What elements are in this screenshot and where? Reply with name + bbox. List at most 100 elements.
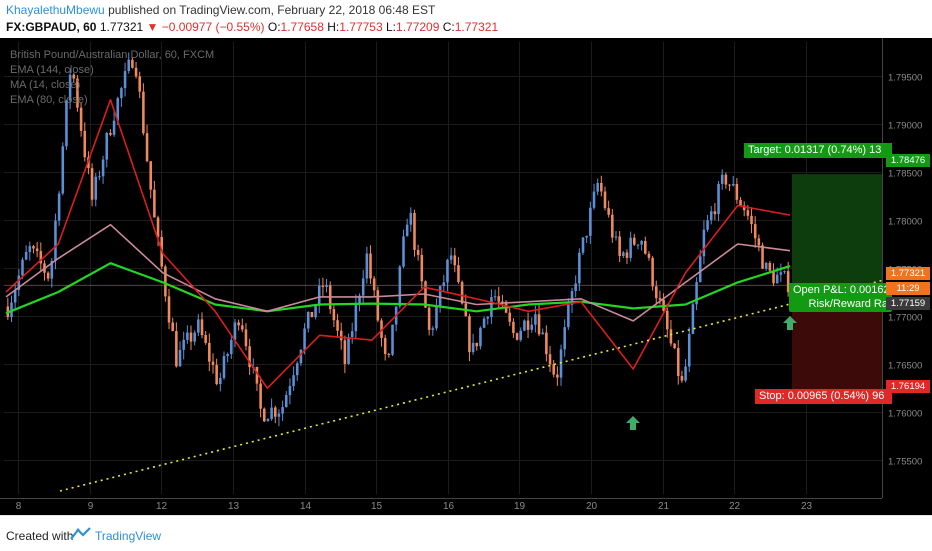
x-tick-label: 12 [156,501,168,512]
candle-body [200,319,204,336]
candle-body [706,220,709,230]
x-tick-label: 22 [729,501,741,512]
tradingview-brand-link[interactable]: TradingView [95,529,162,543]
author-link[interactable]: KhayalethuMbewu [6,3,105,17]
legend-ema144[interactable]: EMA (144, close) [10,64,94,76]
candle-body [589,207,592,236]
candle-body [332,309,336,321]
candle-body [673,343,676,349]
candle-body [512,321,515,334]
candle-body [153,189,156,218]
candle-body [24,251,28,260]
high-label: H: [327,20,340,34]
candle-body [761,245,764,269]
x-tick-label: 19 [514,501,526,512]
candle-body [336,320,339,331]
candle-body [354,303,358,332]
candle-body [772,270,775,284]
candle-body [383,338,387,354]
ema-144-line [5,262,791,315]
legend-ema80[interactable]: EMA (80, close) [10,94,88,106]
candle-body [186,332,189,340]
candle-body [189,332,193,342]
candle-body [742,205,746,211]
created-with-text: Created with [6,529,74,543]
candle-body [101,159,105,177]
candle-body [79,107,83,131]
candle-body [204,335,207,343]
buy-arrow-icon [626,416,640,430]
candle-body [50,260,54,279]
candle-body [391,324,394,355]
candle-body [369,253,372,279]
x-tick-label: 8 [16,501,22,512]
candle-body [592,191,596,208]
candle-body [222,356,226,379]
candle-body [508,312,512,322]
candle-body [230,339,233,355]
candle-body [570,291,574,305]
y-tick-label: 1.76500 [888,361,922,372]
pnl-text: Open P&L: 0.00162 [793,284,890,296]
candle-body [149,161,152,190]
candle-body [171,322,174,332]
close-label: C: [442,20,455,34]
candle-body [457,265,460,282]
candle-body [720,174,724,184]
candle-body [534,314,537,325]
candle-body [182,339,185,350]
y-tick-label: 1.79500 [888,73,922,84]
chart-area[interactable]: 8 9 12 13 14 15 16 19 20 21 22 23 1.75500 1.76000 1.76… [0,38,932,515]
candle-body [468,316,471,353]
candle-body [244,329,248,347]
candle-body [680,376,684,381]
candle-body [134,67,138,77]
candle-body [343,340,347,364]
candle-body [83,130,87,158]
stop-label[interactable]: Stop: 0.00965 (0.54%) 96 [755,389,892,404]
symbol-line: FX:GBPAUD, 60 1.77321 ▼ −0.00977 (−0.55%… [6,20,498,34]
candle-body [574,283,577,292]
risk-reward-text: Risk/Reward Ra [808,298,888,310]
candle-body [35,248,39,252]
price-chart[interactable]: 8 9 12 13 14 15 16 19 20 21 22 23 1.75500 1.76000 1.76… [0,38,932,515]
candle-body [105,132,109,160]
candle-body [398,266,402,307]
candle-body [724,174,728,185]
candle-body [691,304,695,334]
chart-legend: British Pound/Australian Dollar, 60, FXC… [10,48,214,108]
footer: Created with TradingView [0,515,932,551]
candle-body [262,408,266,422]
candle-body [757,238,761,246]
candle-body [295,363,299,376]
candle-body [21,259,24,276]
candle-body [314,305,317,318]
x-tick-label: 16 [443,501,455,512]
candle-body [530,324,534,330]
candle-body [138,76,142,92]
candle-body [435,306,438,329]
y-tick-label: 1.77000 [888,313,922,324]
target-label[interactable]: Target: 0.01317 (0.74%) 13 [744,143,892,158]
candle-body [786,271,790,293]
candle-body [618,236,621,257]
candle-body [317,285,321,306]
open-pnl-label[interactable]: Open P&L: 0.00162 Risk/Reward Ra [789,283,892,312]
candle-body [288,386,292,396]
last-price: 1.77321 [99,20,144,34]
legend-ma14[interactable]: MA (14, close) [10,79,81,91]
candle-body [764,262,768,269]
candle-body [493,296,497,298]
candle-body [501,301,504,303]
candle-body [552,364,555,375]
candle-body [193,332,196,342]
candle-body [167,296,171,323]
candle-body [482,318,486,328]
candle-body [548,354,552,365]
candle-body [156,217,160,237]
candle-body [306,311,310,329]
candle-body [109,132,112,135]
candle-body [545,332,548,355]
ma-14-line [5,98,791,389]
candle-body [746,210,750,216]
